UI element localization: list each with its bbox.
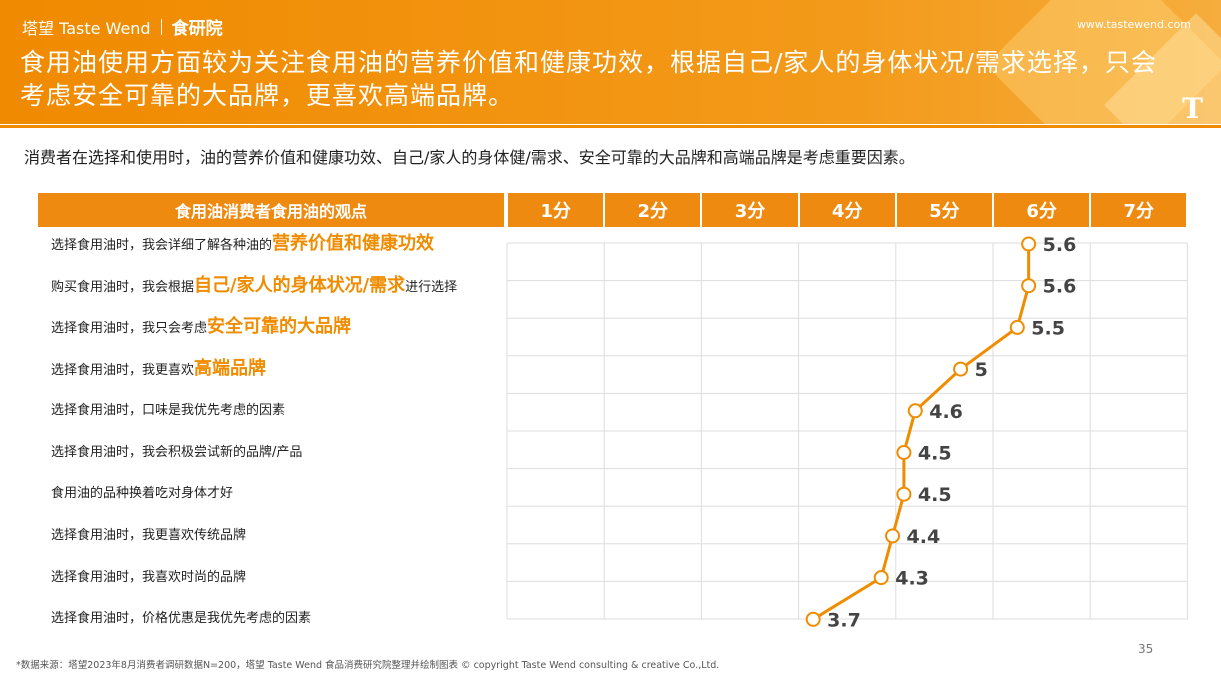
data-point — [885, 528, 901, 544]
row-label-highlight: 安全可靠的大品牌 — [207, 316, 352, 338]
brand-logo: 塔望 Taste Wend 食研院 — [22, 14, 223, 39]
row-label-text: 食用油的品种换着吃对身体才好 — [51, 486, 234, 502]
row-label: 选择食用油时，我只会考虑安全可靠的大品牌 — [51, 317, 351, 337]
x-tick-label: 1分 — [508, 193, 604, 227]
row-label: 选择食用油时，我喜欢时尚的品牌 — [51, 568, 246, 588]
row-label: 选择食用油时，口味是我优先考虑的因素 — [51, 401, 285, 421]
row-label-text: 选择食用油时，我只会考虑 — [51, 321, 208, 337]
page-title: 食用油使用方面较为关注食用油的营养价值和健康功效，根据自己/家人的身体状况/需求… — [20, 48, 1157, 110]
data-label: 4.5 — [918, 443, 952, 465]
header-rule — [0, 125, 1221, 128]
row-label-text: 选择食用油时，我会积极尝试新的品牌/产品 — [51, 444, 303, 460]
x-tick-label: 6分 — [994, 193, 1090, 227]
row-label: 选择食用油时，我更喜欢传统品牌 — [51, 526, 246, 546]
data-point — [873, 570, 889, 586]
row-label-text: 进行选择 — [405, 279, 458, 295]
row-label: 选择食用油时，我会详细了解各种油的营养价值和健康功效 — [51, 234, 434, 254]
data-point — [1021, 236, 1037, 252]
x-tick-label: 5分 — [896, 193, 992, 227]
data-point — [1021, 278, 1037, 294]
t-logo: T — [1182, 92, 1203, 124]
website-url: www.tastewend.com — [1076, 18, 1191, 31]
brand-divider — [160, 18, 162, 35]
lab-name: 食研院 — [171, 19, 223, 39]
row-label-text: 选择食用油时，价格优惠是我优先考虑的因素 — [51, 611, 312, 627]
row-label-highlight: 自己/家人的身体状况/需求 — [194, 274, 406, 296]
data-label: 4.3 — [895, 568, 929, 590]
row-label-text: 购买食用油时，我会根据 — [51, 279, 195, 295]
row-label: 选择食用油时，我会积极尝试新的品牌/产品 — [51, 443, 302, 463]
chart-title: 食用油消费者食用油的观点 — [38, 193, 504, 227]
row-label: 食用油的品种换着吃对身体才好 — [51, 484, 233, 504]
subtitle: 消费者在选择和使用时，油的营养价值和健康功效、自己/家人的身体健/需求、安全可靠… — [24, 148, 915, 167]
row-label: 选择食用油时，我更喜欢高端品牌 — [51, 359, 266, 379]
row-label-text: 选择食用油时，我喜欢时尚的品牌 — [51, 569, 247, 585]
data-label: 5.6 — [1043, 234, 1077, 256]
data-label: 5.6 — [1043, 276, 1077, 298]
grid — [506, 242, 1188, 620]
row-label-text: 选择食用油时，口味是我优先考虑的因素 — [51, 402, 286, 418]
brand-name: 塔望 Taste Wend — [22, 18, 151, 38]
data-label: 5 — [975, 359, 988, 381]
data-label: 4.4 — [907, 526, 941, 548]
row-label-highlight: 高端品牌 — [194, 358, 267, 380]
data-point — [805, 611, 821, 627]
row-label: 购买食用油时，我会根据自己/家人的身体状况/需求进行选择 — [51, 274, 458, 296]
x-tick-label: 7分 — [1091, 193, 1187, 227]
page-number: 35 — [1138, 642, 1154, 656]
data-label: 4.6 — [929, 401, 963, 423]
header-banner: 塔望 Taste Wend 食研院 www.tastewend.com 食用油使… — [0, 0, 1221, 124]
data-label: 4.5 — [918, 484, 952, 506]
data-point — [953, 361, 969, 377]
row-label-text: 选择食用油时，我更喜欢传统品牌 — [51, 527, 247, 543]
x-tick-label: 4分 — [799, 193, 895, 227]
data-point — [896, 486, 912, 502]
row-label-text: 选择食用油时，我更喜欢 — [51, 363, 195, 379]
x-tick-label: 2分 — [605, 193, 701, 227]
data-point — [896, 445, 912, 460]
row-label: 选择食用油时，价格优惠是我优先考虑的因素 — [51, 609, 311, 629]
series-line — [812, 244, 1031, 621]
footnote: *数据来源：塔望2023年8月消费者调研数据N=200，塔望 Taste Wen… — [16, 660, 720, 671]
x-tick-label: 3分 — [702, 193, 798, 227]
data-label: 3.7 — [827, 609, 861, 631]
data-point — [907, 403, 923, 419]
row-label-text: 选择食用油时，我会详细了解各种油的 — [51, 238, 273, 253]
row-label-highlight: 营养价值和健康功效 — [272, 233, 435, 254]
data-label: 5.5 — [1031, 317, 1065, 339]
data-point — [1009, 319, 1025, 335]
